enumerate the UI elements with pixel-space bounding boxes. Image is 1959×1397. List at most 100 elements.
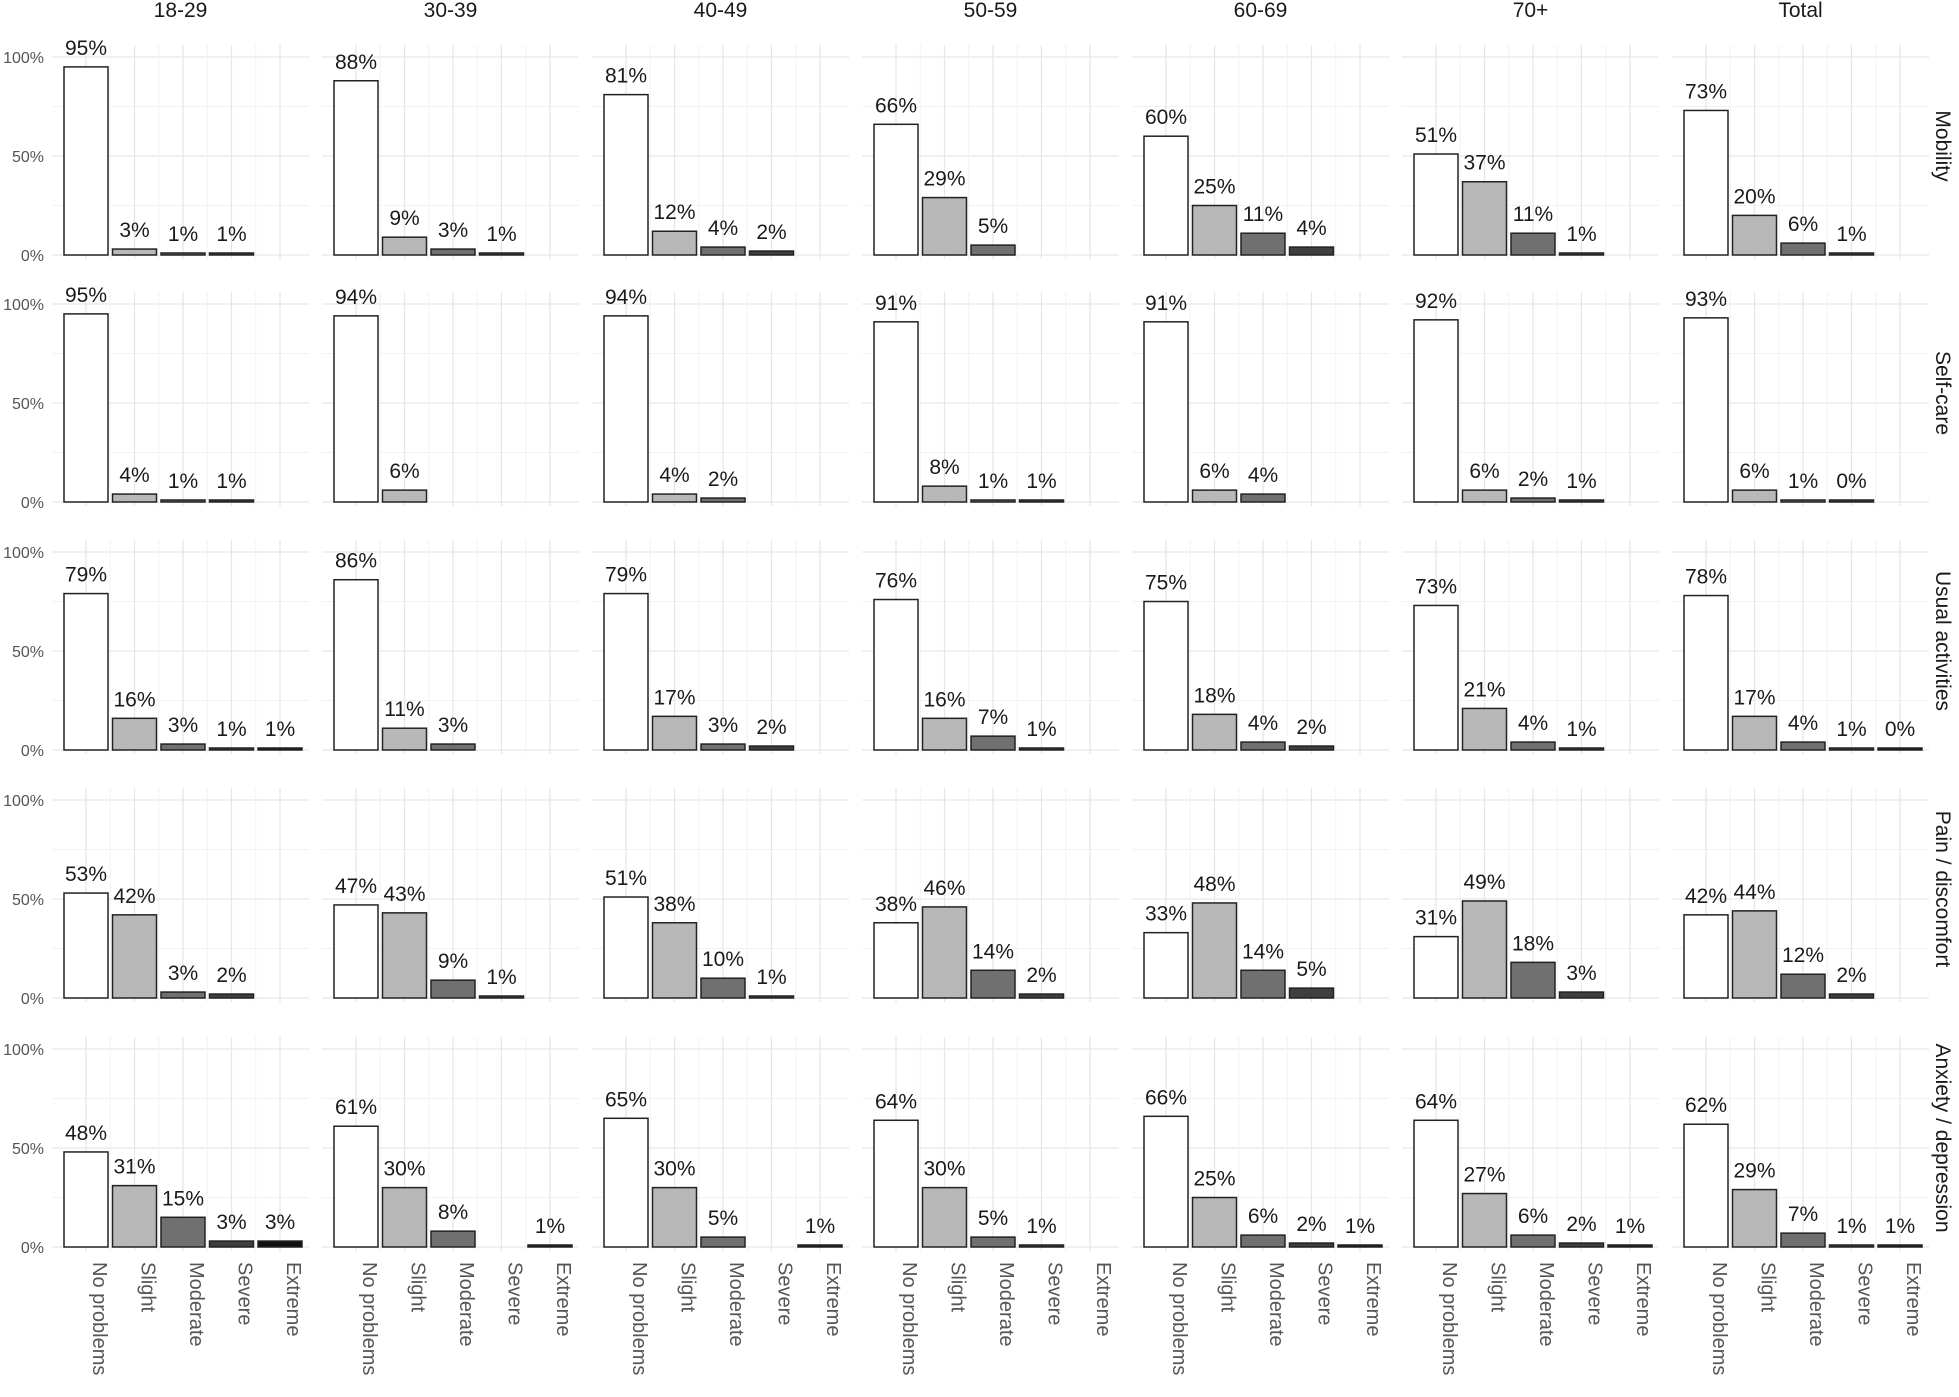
bar — [1413, 1119, 1459, 1248]
data-label: 61% — [335, 1096, 377, 1119]
bar — [257, 747, 303, 751]
data-label: 51% — [1415, 124, 1457, 147]
data-label: 81% — [605, 65, 647, 88]
data-label: 95% — [65, 284, 107, 307]
data-label: 8% — [929, 456, 959, 479]
data-label: 0% — [1836, 470, 1866, 493]
bar — [603, 896, 649, 999]
bar — [1413, 935, 1459, 999]
row-strip-label: Usual activities — [1931, 571, 1954, 711]
data-label: 9% — [438, 950, 468, 973]
bar — [1461, 1192, 1508, 1248]
x-tick-label: Moderate — [725, 1262, 747, 1347]
data-label: 5% — [1296, 958, 1326, 981]
data-label: 5% — [978, 215, 1008, 238]
bar — [1877, 747, 1923, 751]
data-label: 94% — [335, 286, 377, 309]
bar — [921, 485, 968, 503]
bar — [921, 196, 968, 256]
bar — [1240, 232, 1286, 256]
bar — [1731, 910, 1778, 999]
x-tick-label: No problems — [1168, 1262, 1190, 1375]
bar — [1143, 1115, 1189, 1248]
data-label: 6% — [1739, 460, 1769, 483]
bar — [333, 1125, 379, 1248]
data-label: 1% — [1345, 1215, 1375, 1238]
data-label: 3% — [119, 219, 149, 242]
data-label: 1% — [535, 1215, 565, 1238]
data-label: 6% — [1248, 1205, 1278, 1228]
bar — [1143, 600, 1189, 751]
bar — [1510, 741, 1556, 751]
x-tick-label: No problems — [1438, 1262, 1460, 1375]
bar — [700, 1236, 746, 1248]
bar — [1558, 252, 1605, 256]
data-label: 29% — [923, 168, 965, 191]
bar — [921, 906, 968, 999]
bar — [1731, 1188, 1778, 1248]
data-label: 33% — [1145, 903, 1187, 926]
bar — [381, 1186, 428, 1248]
x-tick-label: Severe — [1314, 1262, 1336, 1325]
data-label: 2% — [708, 468, 738, 491]
data-label: 78% — [1685, 566, 1727, 589]
x-tick-label: Moderate — [1805, 1262, 1827, 1347]
data-label: 1% — [486, 966, 516, 989]
data-label: 2% — [1296, 716, 1326, 739]
x-tick-label: Moderate — [185, 1262, 207, 1347]
bar — [333, 80, 379, 256]
bar — [1413, 319, 1459, 503]
bar — [748, 250, 795, 256]
bar — [63, 66, 109, 256]
data-label: 2% — [1836, 964, 1866, 987]
bar — [478, 252, 525, 256]
data-label: 3% — [216, 1211, 246, 1234]
bar — [111, 1184, 158, 1248]
data-label: 17% — [653, 686, 695, 709]
data-label: 8% — [438, 1201, 468, 1224]
data-label: 51% — [605, 867, 647, 890]
data-label: 1% — [805, 1215, 835, 1238]
x-tick-label: Slight — [1217, 1262, 1239, 1312]
data-label: 94% — [605, 286, 647, 309]
bar — [160, 499, 206, 503]
data-label: 4% — [1248, 464, 1278, 487]
data-label: 2% — [216, 964, 246, 987]
data-label: 31% — [1415, 907, 1457, 930]
bar — [1143, 931, 1189, 999]
bar — [1607, 1244, 1653, 1248]
data-label: 18% — [1193, 684, 1235, 707]
x-tick-label: Slight — [1487, 1262, 1509, 1312]
data-label: 4% — [1296, 217, 1326, 240]
data-label: 73% — [1415, 575, 1457, 598]
data-label: 38% — [653, 893, 695, 916]
bar — [430, 743, 476, 751]
bar — [1018, 747, 1065, 751]
bar — [873, 123, 919, 256]
bar — [700, 743, 746, 751]
bar — [430, 1230, 476, 1248]
bar — [1288, 987, 1335, 999]
bar — [160, 743, 206, 751]
data-label: 14% — [1242, 940, 1284, 963]
data-label: 7% — [978, 706, 1008, 729]
data-label: 66% — [1145, 1086, 1187, 1109]
x-tick-label: No problems — [898, 1262, 920, 1375]
data-label: 11% — [1513, 203, 1553, 226]
data-label: 10% — [702, 948, 744, 971]
data-label: 1% — [756, 966, 786, 989]
bar — [700, 246, 746, 256]
bar — [1828, 747, 1875, 751]
bar — [873, 598, 919, 751]
bar — [111, 717, 158, 751]
bar — [208, 747, 255, 751]
bar — [1143, 135, 1189, 256]
bar — [1461, 489, 1508, 503]
x-tick-label: Severe — [1854, 1262, 1876, 1325]
data-label: 2% — [1518, 468, 1548, 491]
data-label: 17% — [1733, 686, 1775, 709]
y-tick-label: 50% — [12, 396, 44, 413]
y-tick-label: 100% — [3, 793, 44, 810]
